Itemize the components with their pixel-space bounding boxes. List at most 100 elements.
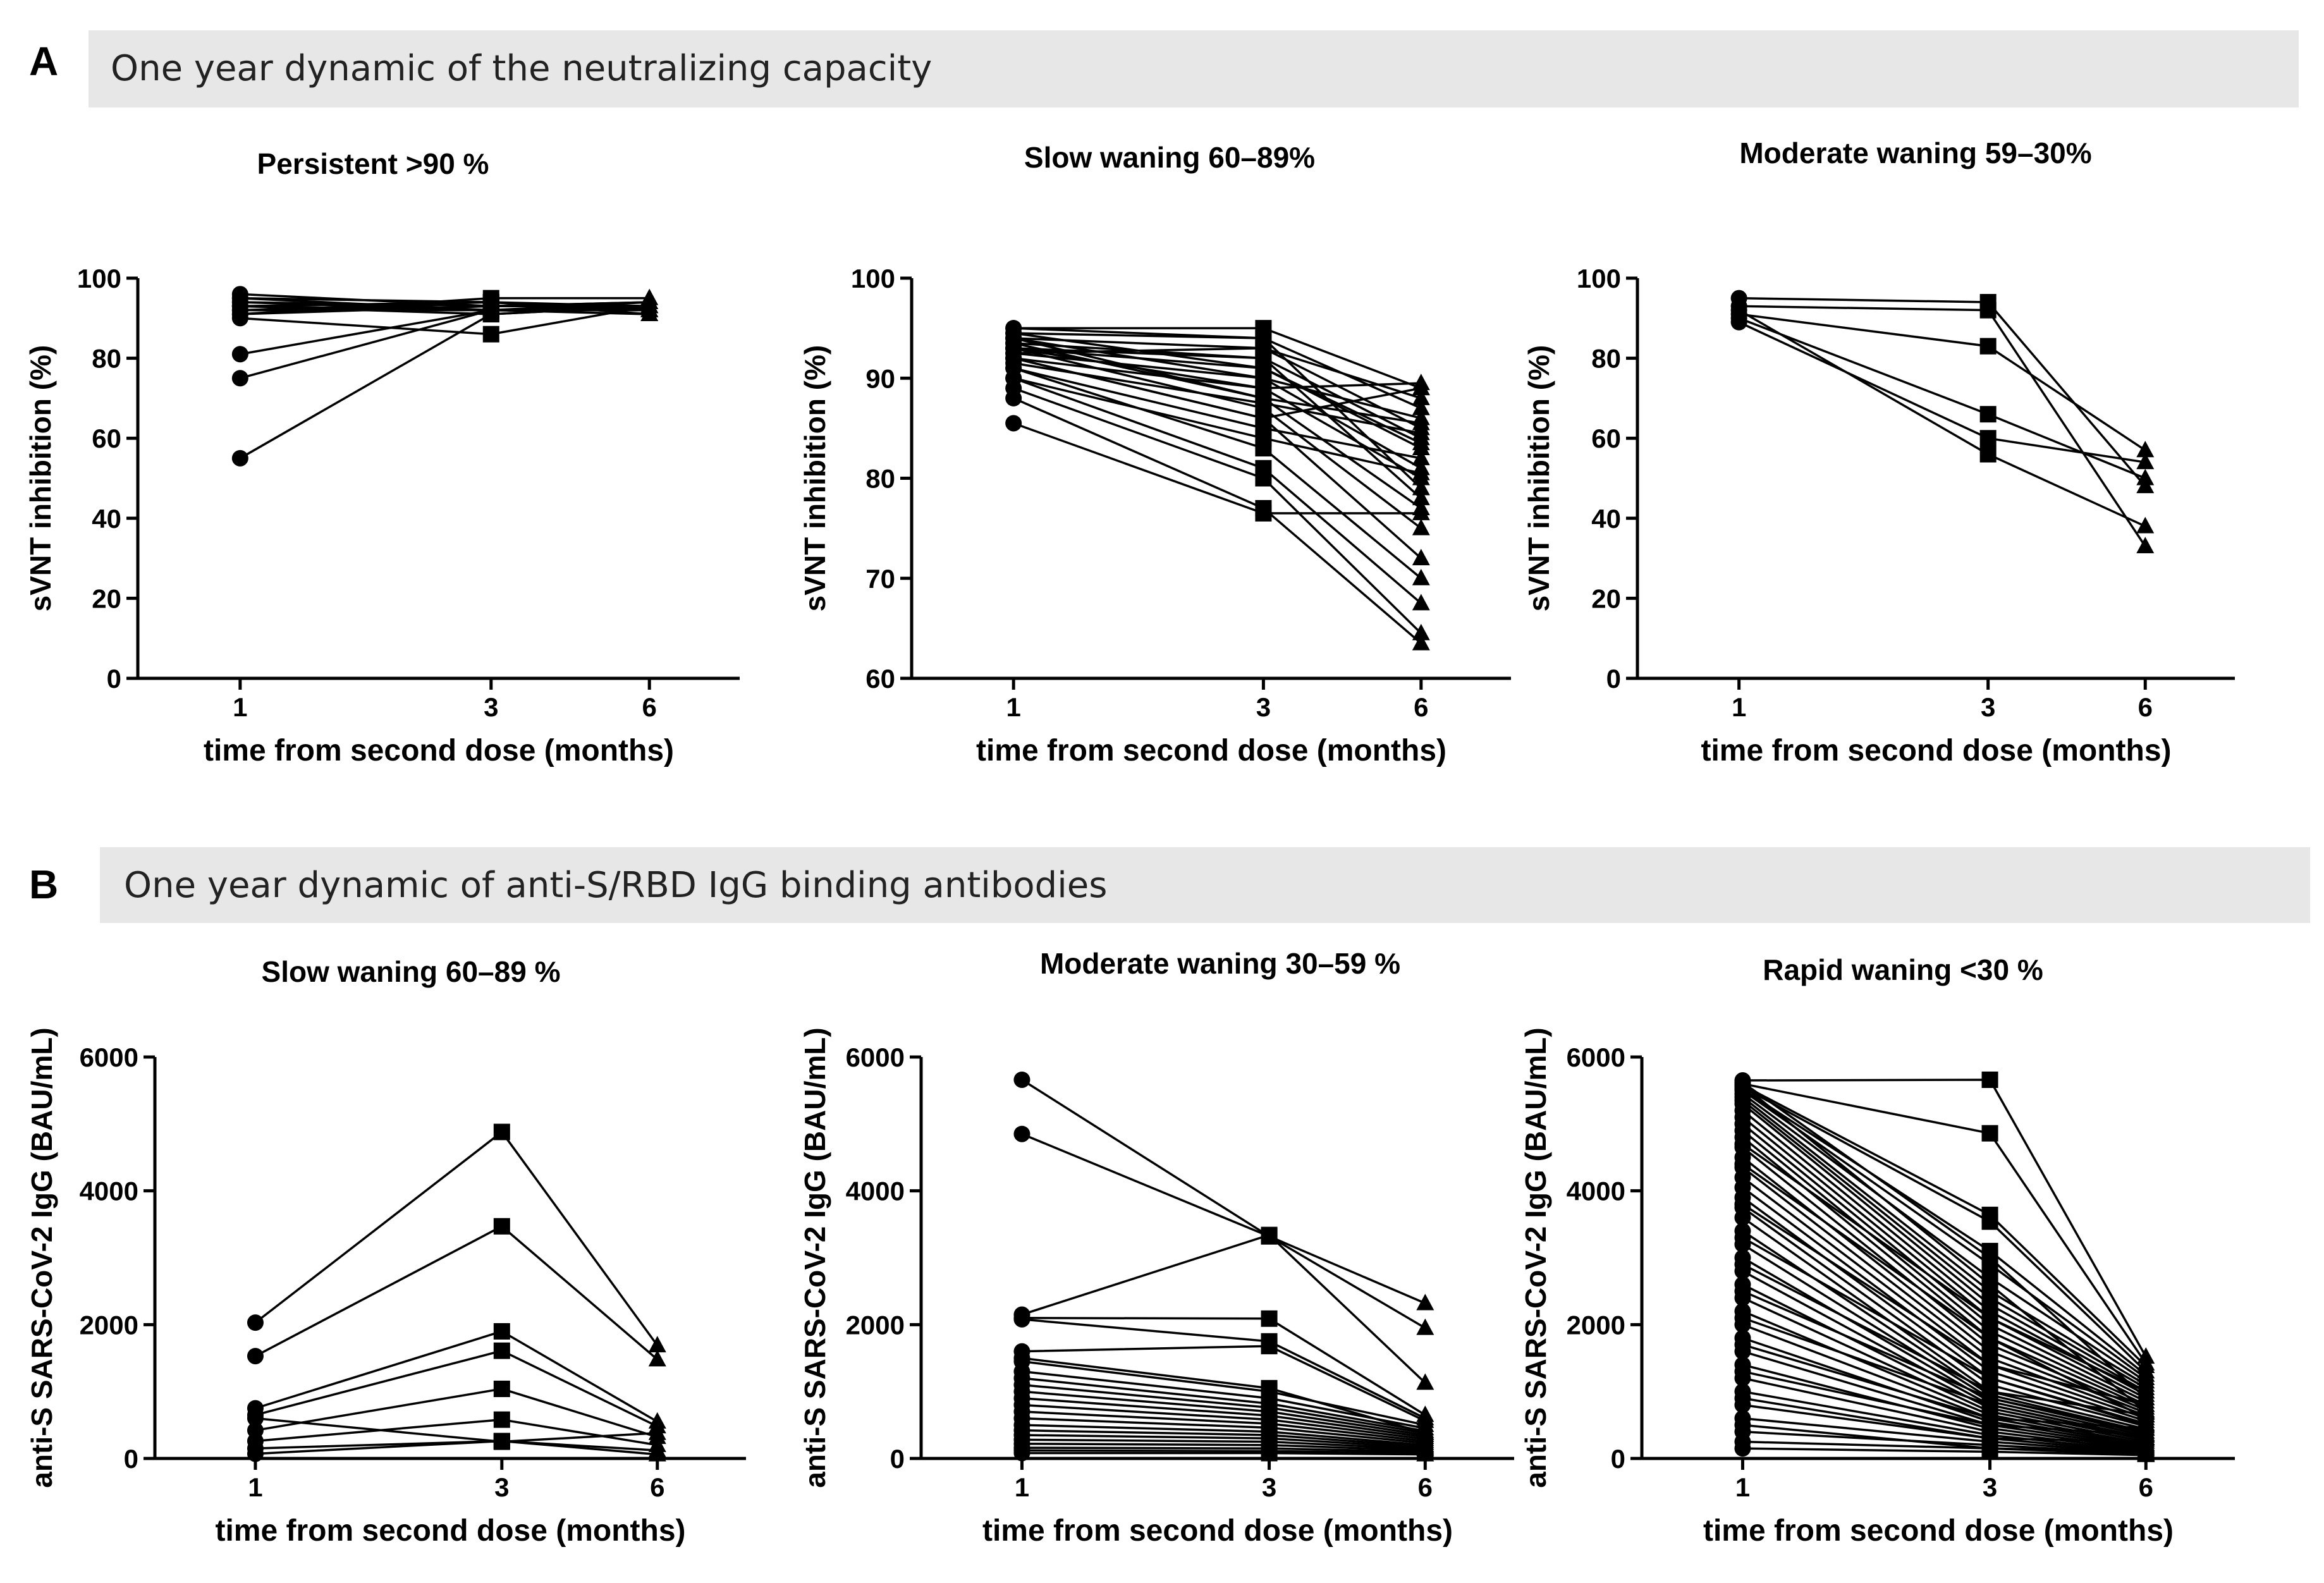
marker-square [1981,1309,1998,1326]
marker-triangle [1412,518,1430,535]
series-line [1734,1082,2155,1385]
series-line [1730,298,2155,554]
y-tick-label: 0 [1606,664,1621,694]
panel-b-letter: B [29,862,59,907]
marker-square [1981,1071,1998,1088]
y-tick-label: 4000 [1567,1177,1625,1206]
x-axis-label: time from second dose (months) [215,1514,685,1548]
series-line [247,1410,666,1450]
marker-square [493,1123,510,1140]
marker-circle [1005,370,1022,387]
chart-title: Moderate waning 59–30% [1739,137,2091,169]
series-path [1739,317,2146,480]
series-path [1021,1079,1426,1305]
marker-square [482,302,499,319]
y-tick-label: 0 [1611,1444,1625,1474]
marker-circle [1005,415,1022,432]
marker-circle [1005,339,1022,357]
marker-circle [1734,1156,1751,1173]
marker-circle [247,1314,264,1331]
marker-triangle [2136,468,2155,486]
marker-triangle [2137,1442,2155,1459]
marker-square [1255,339,1272,357]
y-tick-label: 0 [890,1444,905,1474]
y-tick-label: 70 [865,564,895,594]
marker-square [1261,1338,1278,1355]
marker-circle [1734,1283,1751,1300]
marker-circle [1013,1350,1031,1367]
marker-circle [1013,1445,1031,1462]
marker-circle [1013,1125,1031,1142]
y-tick-label: 20 [1591,584,1621,613]
marker-circle [247,1410,264,1427]
marker-square [1261,1310,1278,1327]
series-line [1734,1129,2155,1415]
x-tick-label: 1 [1735,1472,1750,1502]
x-tick-label: 3 [1262,1472,1276,1502]
marker-square [493,1323,510,1340]
marker-triangle [1412,633,1430,651]
y-tick-label: 2000 [846,1310,905,1340]
marker-circle [231,449,248,467]
series-line [1005,325,1430,451]
x-axis-label: time from second dose (months) [1701,734,2171,767]
panel-a-letter: A [29,39,59,84]
marker-circle [231,346,248,363]
series-path [1013,347,1422,530]
marker-triangle [1412,374,1430,391]
marker-circle [231,298,248,315]
chart-title: Rapid waning <30 % [1763,953,2043,986]
x-axis-label: time from second dose (months) [1703,1514,2174,1548]
marker-circle [247,1445,264,1462]
marker-triangle [2137,1405,2155,1422]
marker-square [482,326,499,343]
chart-3: Moderate waning 59–30% 0 20 40 60 80 100 1 3 6 tim… [1522,137,2235,767]
marker-square [1261,1379,1278,1397]
marker-circle [1734,1417,1751,1434]
x-tick-label: 6 [1418,1472,1433,1502]
marker-triangle [1416,1318,1434,1335]
y-tick-label: 60 [1591,424,1621,453]
series-line [1005,389,1430,651]
marker-triangle [640,300,659,317]
marker-triangle [1416,1373,1434,1390]
panel-b-banner-text: One year dynamic of anti-S/RBD IgG bindi… [124,865,1108,906]
y-tick-label: 80 [1591,344,1621,374]
marker-triangle [1412,463,1430,480]
marker-triangle [1412,388,1430,405]
y-tick-label: 6000 [846,1042,905,1072]
marker-circle [231,370,248,387]
panel-a-banner [89,30,2299,107]
series-path [1739,313,2146,451]
marker-triangle [1412,549,1430,566]
marker-triangle [1412,479,1430,496]
marker-circle [1734,1229,1751,1246]
series-path [255,1330,658,1423]
series-line [1013,1350,1434,1440]
marker-square [493,1433,510,1450]
y-tick-label: 100 [1577,264,1621,293]
y-tick-label: 40 [92,504,121,534]
marker-triangle [648,1423,666,1440]
x-tick-label: 3 [1983,1472,1997,1502]
marker-circle [1013,1311,1031,1328]
marker-circle [1734,1195,1751,1213]
y-tick-label: 4000 [80,1177,138,1206]
x-axis-label: time from second dose (months) [976,734,1446,767]
series-line [1005,370,1430,611]
marker-triangle [2137,1432,2155,1449]
marker-circle [1734,1309,1751,1326]
y-axis-label: anti-S SARS-CoV-2 IgG (BAU/mL) [1519,1027,1552,1488]
marker-square [1979,406,1997,423]
series-line [1005,360,1430,585]
x-tick-label: 6 [2138,692,2153,722]
marker-square [1255,380,1272,397]
marker-square [1981,1440,1998,1457]
panel-b-banner [100,847,2310,923]
marker-square [1255,430,1272,447]
y-axis-label: sVNT inhibition (%) [24,345,57,612]
series-path [255,1417,657,1443]
marker-triangle [648,1350,666,1367]
marker-triangle [1412,489,1430,506]
